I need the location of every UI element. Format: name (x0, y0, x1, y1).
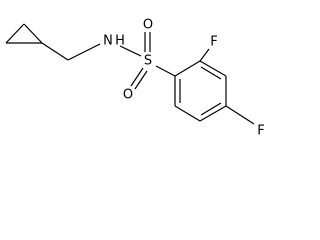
bond (41, 42, 69, 61)
atom-labels: N H S O O F F (103, 18, 265, 139)
bond (119, 45, 142, 57)
bond (199, 48, 210, 62)
bond (199, 105, 227, 122)
atom-label: O (123, 88, 133, 103)
bond (225, 105, 255, 125)
bond (199, 60, 227, 77)
atom-label: H (115, 34, 125, 49)
bond (200, 66, 222, 80)
bond (67, 43, 101, 61)
atom-label: S (144, 54, 152, 69)
molecule-diagram: N H S O O F F (5, 18, 265, 139)
bond (174, 60, 201, 77)
bond (174, 105, 201, 122)
bond (200, 102, 222, 116)
bond (155, 65, 176, 77)
atom-label: O (143, 18, 153, 33)
atom-label: F (210, 35, 217, 50)
bond (5, 23, 25, 44)
bond (23, 23, 43, 44)
bonds (5, 23, 255, 125)
atom-label: F (257, 124, 264, 139)
bond (134, 70, 148, 90)
atom-label: N (103, 34, 113, 49)
bond (130, 67, 144, 87)
